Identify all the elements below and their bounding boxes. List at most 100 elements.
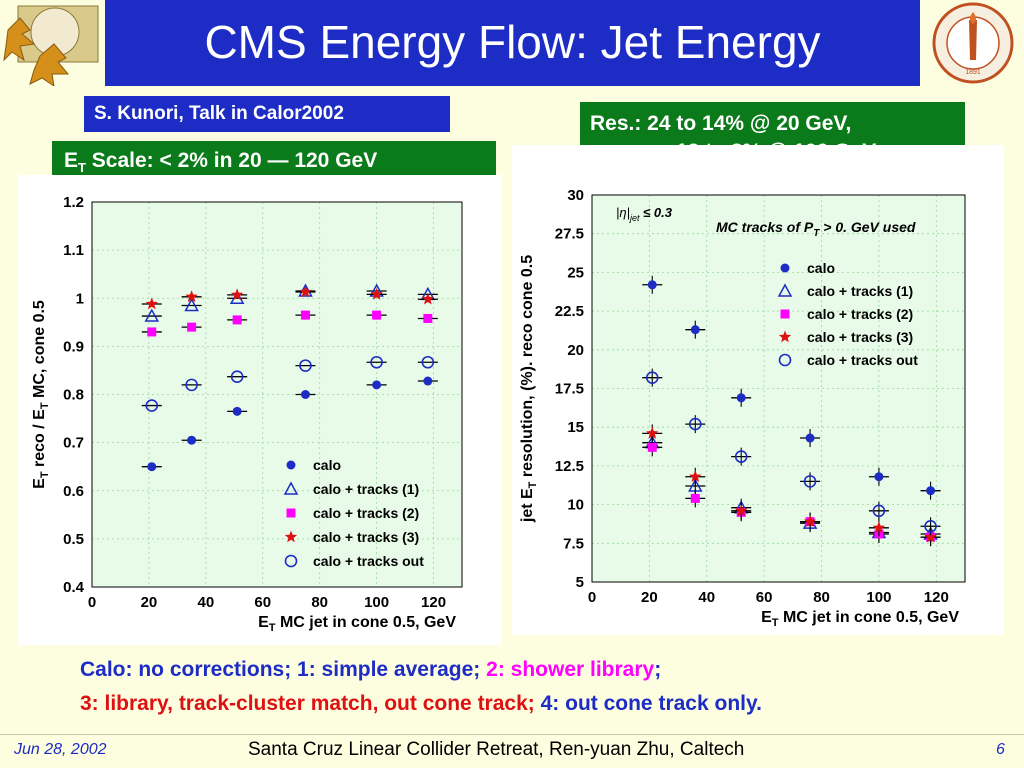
- mc-annotation-main: MC tracks of P: [716, 219, 814, 235]
- x-tick-label: 120: [421, 594, 446, 611]
- data-point: [147, 462, 157, 472]
- y-tick-label: 15: [567, 419, 584, 436]
- data-point: [370, 355, 383, 369]
- y-tick-label: 30: [567, 187, 584, 204]
- university-seal-logo: [0, 0, 104, 86]
- data-point: [370, 287, 383, 300]
- y-axis-label-sub: T: [39, 471, 51, 478]
- legend-label: calo + tracks (2): [807, 306, 913, 322]
- mc-tracks-annotation: MC tracks of PT > 0. GeV used: [716, 219, 916, 239]
- y-axis-label: ET reco / ET MC, cone 0.5: [31, 300, 51, 489]
- data-point: [645, 371, 659, 384]
- data-point: [423, 313, 433, 323]
- y-tick-label: 0.6: [63, 483, 84, 500]
- y-tick-label: 7.5: [563, 535, 584, 552]
- data-point: [423, 376, 433, 386]
- caption-calo: Calo: no corrections;: [80, 658, 292, 681]
- reference-box: S. Kunori, Talk in Calor2002: [84, 96, 450, 132]
- plot-frame: [91, 201, 463, 588]
- data-point: [736, 393, 746, 403]
- data-point: [872, 504, 886, 518]
- series-star: [642, 424, 941, 547]
- x-tick-label: 80: [813, 589, 830, 606]
- x-tick-label: 20: [141, 594, 158, 611]
- data-point: [688, 417, 702, 431]
- x-tick-label: 60: [254, 594, 271, 611]
- legend-marker: [286, 460, 296, 470]
- y-tick-label: 17.5: [555, 381, 584, 398]
- scale-box-prefix: E: [64, 149, 79, 172]
- svg-text:1891: 1891: [965, 69, 981, 76]
- caption-line-2: 3: library, track-cluster match, out con…: [80, 692, 762, 716]
- caltech-seal-logo: 1891: [932, 2, 1014, 84]
- data-point: [803, 475, 817, 488]
- data-point: [874, 472, 884, 482]
- eta-annotation-main: |η|: [616, 205, 630, 220]
- x-tick-label: 40: [698, 589, 715, 606]
- caption-semicolon: ;: [654, 658, 662, 681]
- y-axis-label-sub: T: [39, 402, 51, 409]
- data-point: [805, 433, 815, 443]
- series-square: [141, 310, 438, 337]
- x-axis-label-sub: T: [772, 617, 779, 629]
- data-point: [185, 290, 198, 303]
- mc-annotation-rest: > 0. GeV used: [819, 219, 916, 235]
- y-axis-label-part: jet E: [519, 488, 536, 523]
- data-point: [734, 450, 748, 463]
- footer-date: Jun 28, 2002: [14, 741, 107, 758]
- legend-label: calo + tracks out: [313, 553, 424, 569]
- y-tick-label: 0.8: [63, 387, 84, 404]
- legend-marker: [284, 530, 298, 543]
- y-tick-label: 0.4: [63, 579, 85, 596]
- data-point: [232, 315, 242, 325]
- y-tick-label: 1: [76, 290, 84, 307]
- eta-annotation-sub: jet: [629, 213, 640, 223]
- legend-label: calo + tracks (1): [313, 481, 419, 497]
- x-axis-label-sub: T: [269, 622, 276, 634]
- x-axis-label-prefix: E: [761, 609, 772, 626]
- x-axis-label-rest: MC jet in cone 0.5, GeV: [276, 614, 457, 631]
- scale-chart: 0 20 40 60 80 100 120 0.4 0.5 0.6 0.7 0.8 0.9 1 1.1 1.2…: [31, 194, 463, 634]
- legend-marker: [283, 481, 299, 495]
- x-axis-label: ET MC jet in cone 0.5, GeV: [258, 614, 456, 634]
- page-number: 6: [996, 741, 1005, 758]
- data-point: [145, 297, 158, 310]
- eta-annotation-rest: ≤ 0.3: [640, 205, 673, 220]
- resolution-line1: Res.: 24 to 14% @ 20 GeV,: [590, 112, 852, 135]
- legend-marker: [778, 330, 792, 343]
- legend-label: calo + tracks (3): [807, 329, 913, 345]
- caption-option-4: 4: out cone track: [540, 692, 709, 715]
- legend-marker: [777, 283, 793, 297]
- data-point: [647, 280, 657, 290]
- title-band: [105, 0, 920, 86]
- y-axis-label-part: MC, cone 0.5: [31, 300, 48, 402]
- data-point: [187, 435, 197, 445]
- x-tick-label: 100: [364, 594, 389, 611]
- legend-label: calo + tracks (1): [807, 283, 913, 299]
- data-point: [230, 370, 244, 383]
- plot-frame: [591, 194, 966, 583]
- eta-annotation: |η|jet ≤ 0.3: [616, 205, 673, 223]
- y-tick-label: 0.5: [63, 531, 84, 548]
- y-tick-label: 0.9: [63, 338, 84, 355]
- series-circle: [141, 355, 438, 412]
- y-axis-label-part: E: [31, 478, 48, 489]
- caption-option-3: 3: library, track-cluster match, out con…: [80, 692, 535, 715]
- slide-title: CMS Energy Flow: Jet Energy: [204, 16, 821, 68]
- data-point: [372, 310, 382, 320]
- caption-option-2: 2: shower library: [486, 658, 655, 681]
- data-point: [300, 390, 310, 399]
- caption-option-1: 1: simple average;: [297, 658, 481, 681]
- data-point: [690, 325, 700, 335]
- data-point: [926, 486, 936, 496]
- legend-label: calo: [313, 457, 341, 473]
- series-circle: [642, 368, 941, 536]
- data-point: [647, 442, 657, 452]
- footer-center: Santa Cruz Linear Collider Retreat, Ren-…: [248, 739, 745, 760]
- y-tick-label: 1.2: [63, 194, 84, 211]
- y-tick-label: 25: [567, 264, 584, 281]
- data-point: [299, 359, 312, 372]
- x-tick-label: 100: [866, 589, 891, 606]
- x-axis-label-prefix: E: [258, 614, 269, 631]
- data-point: [372, 380, 382, 390]
